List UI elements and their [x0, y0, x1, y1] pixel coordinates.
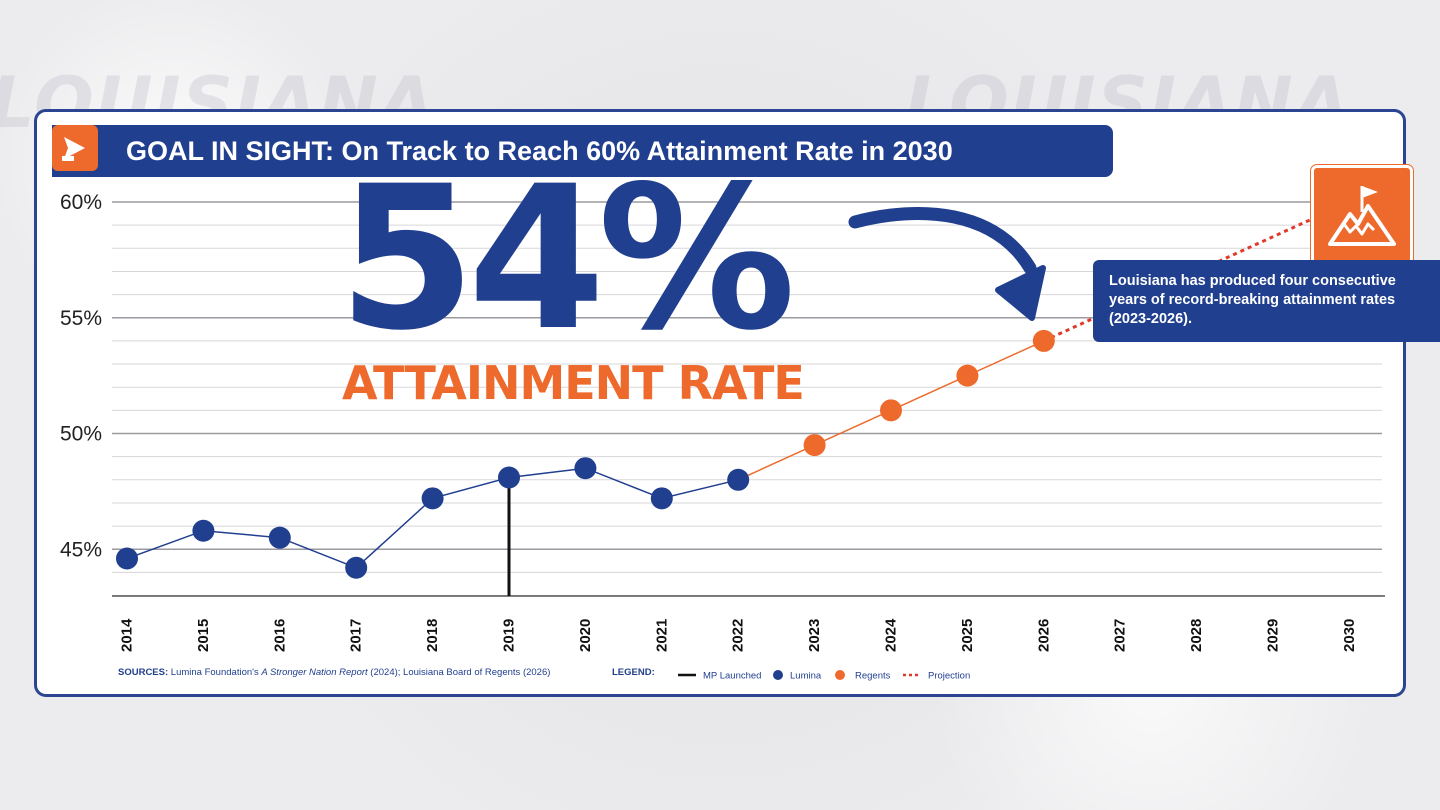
sources-italic: A Stronger Nation Report [261, 667, 368, 678]
legend-title: LEGEND: [612, 667, 655, 678]
x-tick-label: 2029 [1265, 619, 1282, 652]
mountain-flag-icon [1311, 165, 1413, 265]
highlight-value: 54% [338, 143, 796, 374]
x-tick-labels: 2014 2015 2016 2017 2018 2019 2020 2021 2022 2023… [119, 618, 1358, 652]
data-point-lumina [192, 519, 215, 542]
legend-item-label: MP Launched [703, 671, 761, 682]
play-arrow-icon [52, 125, 98, 171]
sources-text-before: Lumina Foundation's [170, 667, 262, 678]
x-tick-label: 2016 [271, 619, 288, 652]
x-tick-label: 2021 [653, 619, 670, 652]
legend: MP Launched Lumina Regents Projection [678, 670, 970, 682]
x-tick-label: 2020 [577, 619, 594, 652]
x-tick-label: 2019 [501, 619, 518, 652]
x-tick-label: 2014 [119, 618, 136, 652]
x-tick-label: 2025 [959, 619, 976, 652]
data-point-lumina [498, 466, 520, 489]
sources-text-after: (2024); Louisiana Board of Regents (2026… [367, 667, 551, 678]
x-tick-label: 2017 [348, 619, 365, 652]
x-tick-label: 2023 [806, 619, 823, 652]
sources-label: SOURCES: [118, 667, 169, 678]
data-point-lumina [116, 547, 138, 570]
title-bar [52, 125, 1113, 177]
y-tick-label: 60% [60, 191, 102, 214]
data-point-regents [956, 364, 979, 387]
y-tick-labels: 45% 50% 55% 60% [60, 191, 102, 561]
x-tick-label: 2030 [1341, 619, 1358, 652]
chart-title: GOAL IN SIGHT: On Track to Reach 60% Att… [126, 136, 953, 166]
data-point-regents [803, 434, 826, 457]
data-point-regents [880, 399, 902, 422]
y-tick-label: 50% [60, 423, 102, 446]
x-tick-label: 2022 [730, 619, 747, 652]
y-tick-label: 55% [60, 307, 102, 330]
sources-note: SOURCES: Lumina Foundation's A Stronger … [118, 667, 550, 678]
x-tick-label: 2024 [883, 618, 900, 652]
legend-item-label: Lumina [790, 671, 822, 682]
data-point-lumina [727, 468, 750, 491]
data-point-lumina [574, 457, 597, 480]
data-point-lumina [345, 556, 368, 579]
callout-box: Louisiana has produced four consecutive … [1093, 260, 1440, 342]
x-tick-label: 2018 [424, 619, 441, 652]
data-points [116, 329, 1055, 579]
curved-arrow-icon [848, 206, 1046, 321]
x-tick-label: 2026 [1035, 619, 1052, 652]
legend-swatch-regents [835, 670, 845, 680]
x-tick-label: 2027 [1112, 619, 1129, 652]
y-tick-label: 45% [60, 538, 102, 561]
legend-item-label: Projection [928, 671, 970, 682]
data-point-lumina [650, 487, 673, 510]
data-point-regents [1032, 329, 1055, 352]
legend-label: LEGEND: [612, 667, 655, 678]
x-tick-label: 2028 [1188, 619, 1205, 652]
x-tick-label: 2015 [195, 619, 212, 652]
data-point-lumina [421, 487, 444, 510]
data-point-lumina [268, 526, 291, 549]
chart-card [34, 109, 1406, 697]
highlight-label: ATTAINMENT RATE [342, 356, 805, 410]
legend-item-label: Regents [855, 671, 891, 682]
series-line-lumina [126, 467, 739, 569]
legend-swatch-lumina [773, 670, 783, 680]
